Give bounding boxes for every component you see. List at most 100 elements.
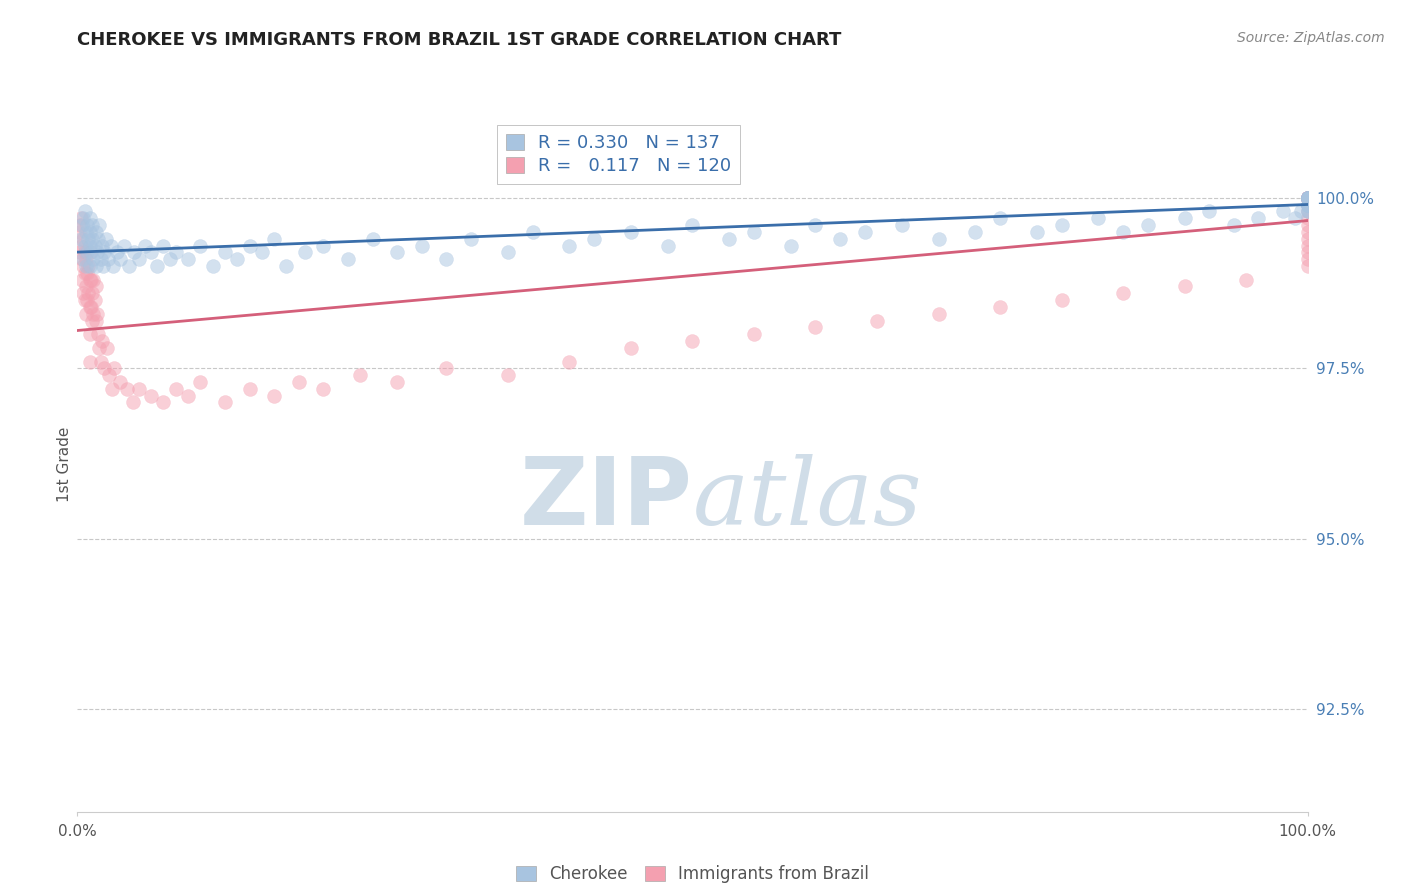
- Point: [226, 252, 249, 267]
- Point: [1296, 191, 1319, 205]
- Point: [361, 232, 384, 246]
- Point: [1296, 232, 1319, 246]
- Point: [1296, 191, 1319, 205]
- Point: [1296, 191, 1319, 205]
- Point: [1296, 191, 1319, 205]
- Point: [1296, 191, 1319, 205]
- Point: [411, 238, 433, 252]
- Point: [1296, 191, 1319, 205]
- Point: [79, 327, 101, 342]
- Point: [82, 218, 104, 232]
- Point: [152, 238, 174, 252]
- Point: [276, 259, 298, 273]
- Point: [79, 245, 101, 260]
- Point: [91, 259, 114, 273]
- Point: [1296, 191, 1319, 205]
- Point: [1296, 191, 1319, 205]
- Point: [1296, 191, 1319, 205]
- Point: [1296, 191, 1319, 205]
- Point: [84, 313, 107, 327]
- Point: [1296, 191, 1319, 205]
- Point: [190, 238, 212, 252]
- Point: [1296, 259, 1319, 273]
- Point: [263, 232, 285, 246]
- Point: [1296, 191, 1319, 205]
- Point: [89, 218, 111, 232]
- Point: [1174, 279, 1197, 293]
- Point: [1296, 191, 1319, 205]
- Point: [72, 252, 94, 267]
- Point: [1296, 191, 1319, 205]
- Point: [1198, 204, 1220, 219]
- Point: [87, 327, 110, 342]
- Point: [804, 320, 827, 334]
- Point: [1296, 191, 1319, 205]
- Point: [73, 266, 96, 280]
- Point: [1296, 191, 1319, 205]
- Point: [1296, 191, 1319, 205]
- Point: [72, 286, 94, 301]
- Point: [1296, 191, 1319, 205]
- Point: [75, 259, 97, 273]
- Point: [77, 232, 100, 246]
- Point: [1296, 191, 1319, 205]
- Point: [1296, 197, 1319, 211]
- Point: [682, 218, 704, 232]
- Point: [496, 245, 519, 260]
- Point: [1050, 218, 1073, 232]
- Point: [830, 232, 852, 246]
- Point: [1296, 191, 1319, 205]
- Point: [1296, 238, 1319, 252]
- Point: [1296, 191, 1319, 205]
- Point: [657, 238, 679, 252]
- Point: [94, 232, 117, 246]
- Point: [70, 211, 93, 226]
- Text: ZIP: ZIP: [520, 452, 693, 545]
- Point: [1174, 211, 1197, 226]
- Point: [1296, 191, 1319, 205]
- Point: [1296, 197, 1319, 211]
- Point: [101, 382, 124, 396]
- Point: [620, 341, 643, 355]
- Point: [1296, 191, 1319, 205]
- Point: [1296, 191, 1319, 205]
- Point: [1296, 191, 1319, 205]
- Point: [70, 273, 93, 287]
- Point: [387, 245, 409, 260]
- Point: [70, 232, 93, 246]
- Point: [1296, 191, 1319, 205]
- Point: [1296, 191, 1319, 205]
- Point: [128, 252, 150, 267]
- Point: [69, 245, 91, 260]
- Point: [1296, 191, 1319, 205]
- Point: [1296, 191, 1319, 205]
- Point: [152, 395, 174, 409]
- Point: [75, 307, 97, 321]
- Point: [72, 259, 94, 273]
- Point: [1296, 191, 1319, 205]
- Point: [84, 225, 107, 239]
- Point: [1296, 191, 1319, 205]
- Point: [1296, 211, 1319, 226]
- Point: [72, 211, 94, 226]
- Point: [1296, 191, 1319, 205]
- Point: [988, 211, 1011, 226]
- Point: [1291, 204, 1313, 219]
- Point: [103, 361, 125, 376]
- Point: [1296, 191, 1319, 205]
- Point: [1296, 191, 1319, 205]
- Point: [79, 238, 101, 252]
- Point: [718, 232, 741, 246]
- Point: [988, 300, 1011, 314]
- Point: [1296, 191, 1319, 205]
- Point: [76, 245, 98, 260]
- Point: [288, 375, 311, 389]
- Point: [804, 218, 827, 232]
- Point: [79, 273, 101, 287]
- Point: [76, 293, 98, 307]
- Point: [190, 375, 212, 389]
- Point: [1296, 252, 1319, 267]
- Point: [84, 259, 107, 273]
- Point: [1296, 191, 1319, 205]
- Point: [1296, 225, 1319, 239]
